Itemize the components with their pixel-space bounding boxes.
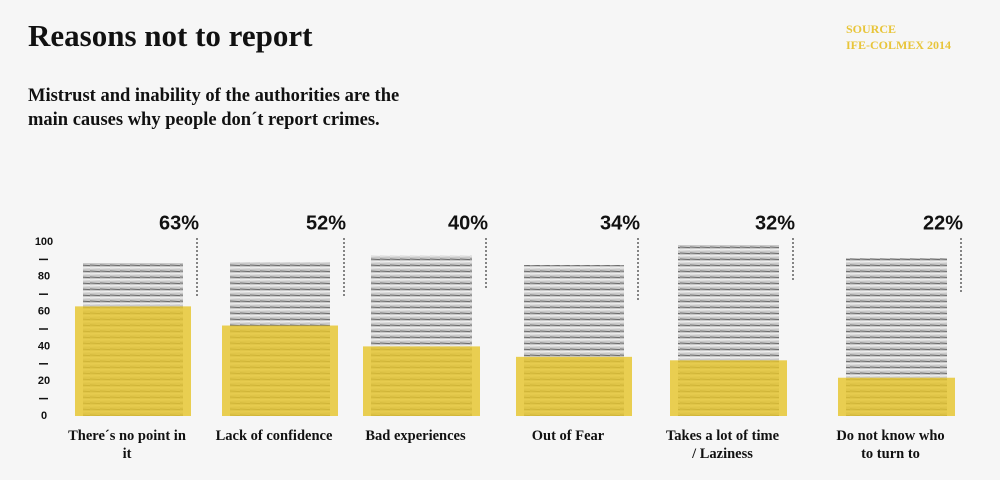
- value-label: 52%: [306, 212, 346, 234]
- chart-title: Reasons not to report: [28, 18, 313, 53]
- bar: [222, 325, 338, 416]
- bar: [75, 306, 191, 416]
- y-tick-label: 60: [38, 306, 50, 318]
- x-tick-label: Do not know who to turn to: [836, 428, 945, 462]
- value-label: 22%: [923, 212, 963, 234]
- x-tick-label: There´s no point in it: [68, 428, 186, 462]
- y-tick-label: 20: [38, 375, 50, 387]
- source-label: SOURCE: [846, 22, 897, 36]
- bar: [516, 356, 632, 416]
- subtitle: Mistrust and inability of the authoritie…: [28, 86, 400, 130]
- value-label: 40%: [448, 212, 488, 234]
- bar: [838, 377, 955, 416]
- y-tick-label: 40: [38, 340, 50, 352]
- x-tick-label: Bad experiences: [365, 428, 466, 444]
- source: IFE-COLMEX 2014: [846, 38, 951, 52]
- y-tick-label: 100: [35, 236, 53, 248]
- x-tick-label: Out of Fear: [531, 428, 605, 444]
- value-label: 63%: [159, 212, 199, 234]
- bar: [363, 346, 480, 416]
- x-tick-label: Takes a lot of time / Laziness: [665, 428, 780, 462]
- value-label: 34%: [600, 212, 640, 234]
- y-tick-label: 0: [41, 410, 47, 422]
- value-label: 32%: [755, 212, 795, 234]
- y-tick-label: 80: [38, 271, 50, 283]
- bar: [670, 360, 787, 416]
- x-tick-label: Lack of confidence: [215, 428, 333, 444]
